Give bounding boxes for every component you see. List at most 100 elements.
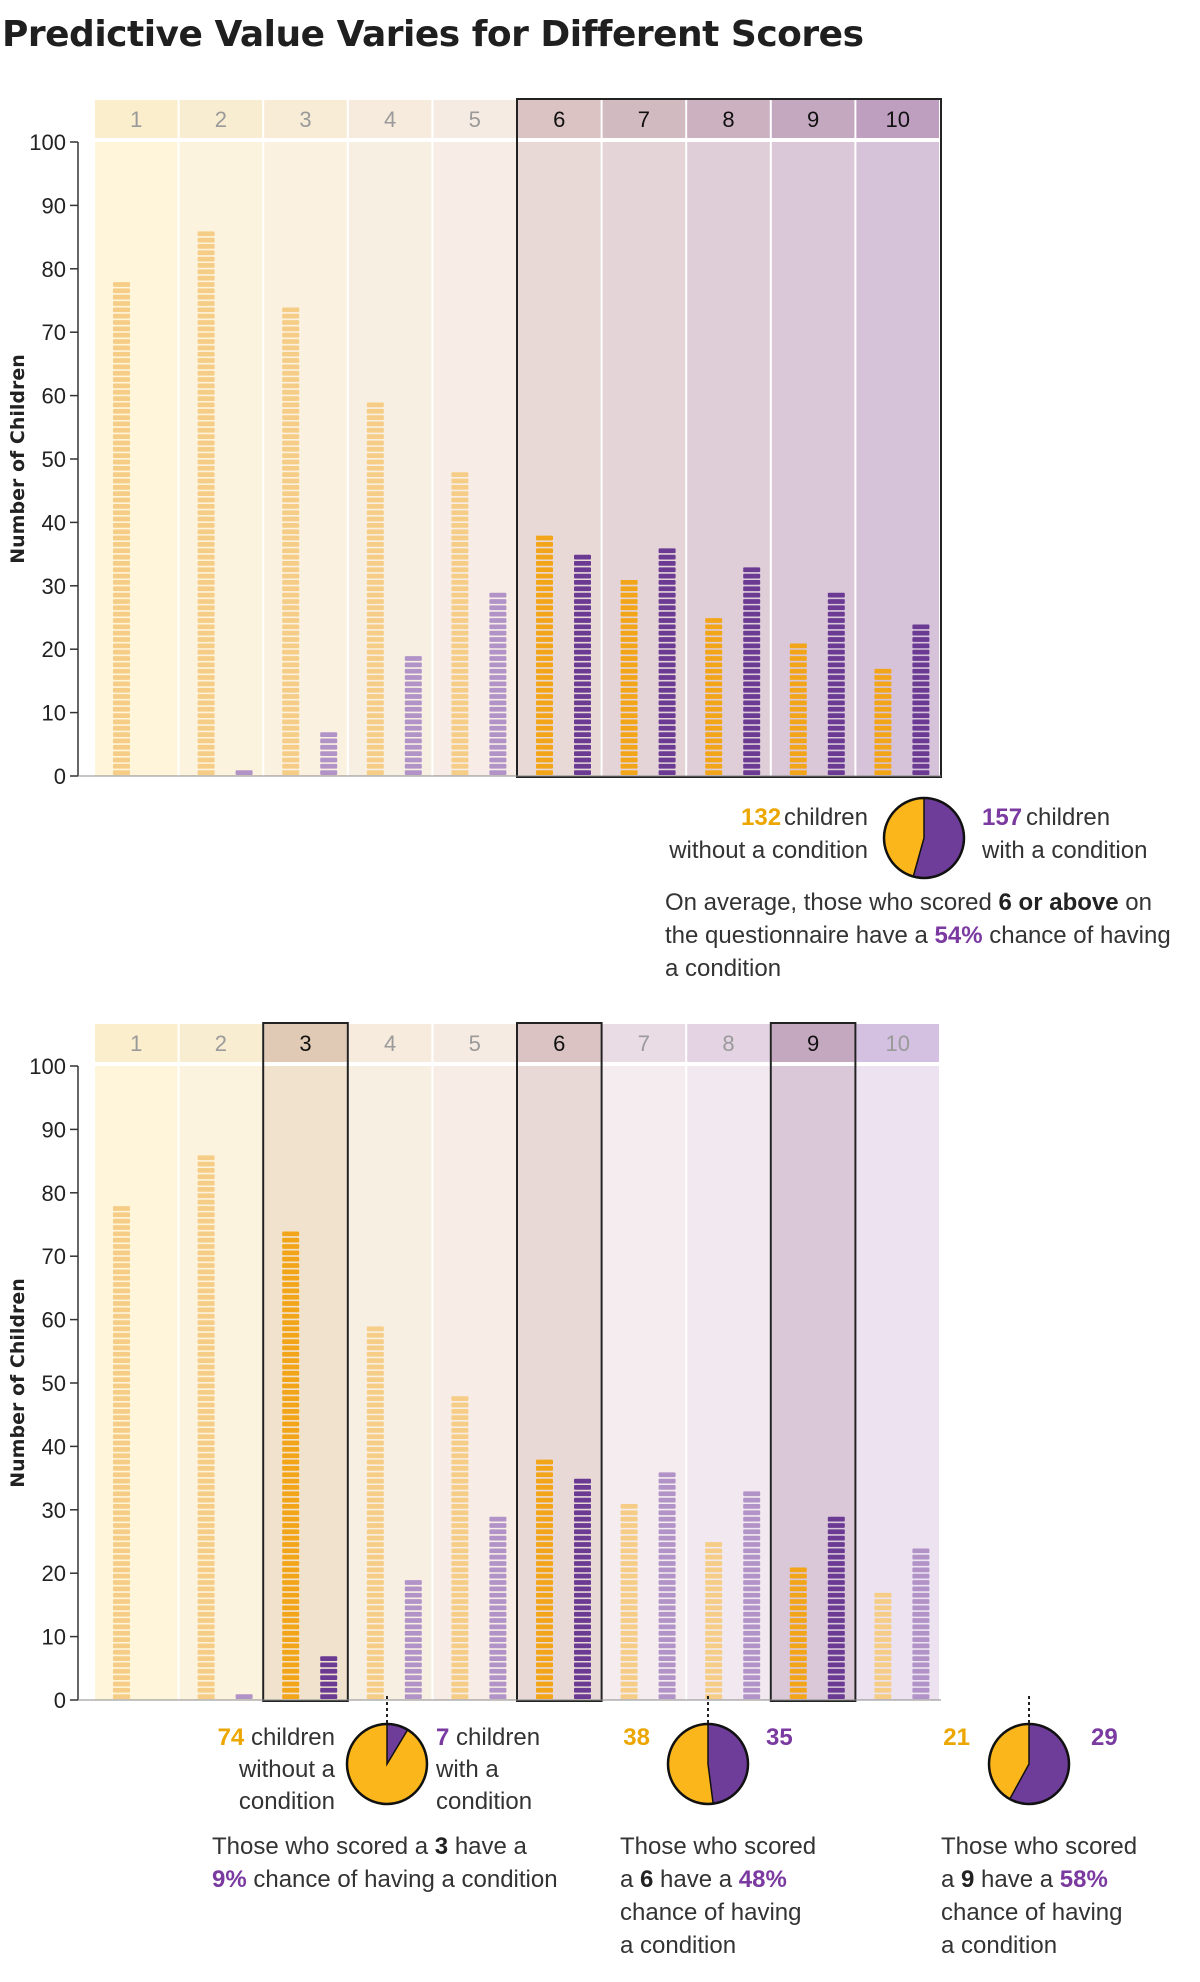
bar-segment-without [282,1548,300,1554]
bar-segment-without [366,1605,384,1611]
bar-segment-with [658,624,676,630]
s6-summary-line-4: a condition [620,1932,736,1959]
bar-segment-without [705,1542,723,1547]
bar-segment-without [197,1542,215,1547]
bar-segment-without [705,637,723,642]
bar-segment-without [789,1586,807,1592]
bar-segment-without [536,656,553,661]
bar-segment-without [366,1421,384,1427]
bar-without-7 [620,1504,638,1699]
bar-segment-without [113,1421,130,1427]
bar-segment-with [658,611,676,617]
bar-segment-without [789,1580,807,1585]
bar-segment-with [574,554,591,560]
bar-segment-without [451,1681,469,1687]
bar-with-2 [235,1694,253,1699]
bar-segment-without [705,1548,723,1554]
bar-segment-without [536,1529,553,1535]
bar-with-6 [574,554,591,775]
bar-without-10 [874,668,892,775]
bar-segment-without [113,573,130,579]
bar-segment-without [366,713,384,718]
bar-segment-without [282,472,300,478]
bar-segment-with [743,586,761,592]
bar-segment-without [113,1351,130,1357]
bar-segment-without [197,1453,215,1459]
bar-segment-without [282,649,300,655]
pie-6-or-above [882,796,966,880]
bar-segment-with [658,1561,676,1566]
x-tick-label-9: 9 [807,1031,819,1056]
bar-segment-with [658,1611,676,1617]
bar-segment-without [282,1694,300,1699]
bar-segment-without [789,643,807,649]
bar-segment-without [197,415,215,420]
bar-segment-without [282,1282,300,1287]
bar-segment-without [874,751,892,756]
bar-segment-without [282,630,300,636]
bar-segment-without [113,288,130,294]
bar-segment-with [827,599,845,604]
bar-segment-without [113,580,130,585]
bar-segment-without [113,1586,130,1592]
bar-segment-without [282,1668,300,1674]
bar-segment-with [827,744,845,750]
y-tick-label-50: 50 [42,1371,66,1396]
bar-segment-with [912,1548,930,1554]
bar-segment-with [658,573,676,579]
bar-segment-without [113,1408,130,1414]
bar-segment-without [113,332,130,338]
bar-segment-without [366,1687,384,1693]
bar-segment-without [282,1599,300,1604]
bar-segment-without [113,1358,130,1363]
bar-segment-without [536,1516,553,1522]
bar-segment-without [789,681,807,687]
bar-segment-without [197,301,215,306]
bar-segment-with [658,687,676,693]
bar-segment-with [827,1687,845,1693]
bar-segment-without [366,637,384,642]
bar-segment-without [113,351,130,357]
bar-segment-without [451,1523,469,1528]
bar-with-10 [912,624,930,775]
bar-segment-without [620,605,638,611]
bar-segment-without [705,643,723,649]
bar-segment-without [113,1269,130,1275]
bar-segment-without [789,732,807,737]
bar-segment-without [366,561,384,566]
bar-segment-with [743,611,761,617]
y-tick-label-10: 10 [42,1625,66,1650]
highlight-frame-6 [516,1022,603,1702]
bar-segment-without [113,408,130,414]
bar-segment-without [451,1485,469,1490]
column-header-bg-10 [856,100,939,138]
bar-segment-without [451,1421,469,1427]
bar-segment-with [658,1472,676,1478]
bar-segment-with [658,605,676,611]
bar-segment-without [282,1440,300,1446]
bar-segment-with [743,1548,761,1554]
bar-segment-with [489,649,507,655]
bar-segment-with [658,1504,676,1509]
bar-segment-with [574,744,591,750]
bar-segment-without [197,288,215,294]
column-bg-5 [433,1066,516,1700]
bar-segment-without [620,700,638,706]
bar-segment-without [197,618,215,623]
bar-segment-without [451,497,469,503]
bar-segment-without [197,1624,215,1630]
bar-segment-with [827,592,845,598]
bar-without-5 [451,472,469,775]
bar-segment-without [789,668,807,674]
bar-segment-without [282,1288,300,1294]
bar-segment-without [282,573,300,579]
bar-segment-without [451,681,469,687]
bar-segment-without [113,1668,130,1674]
column-header-bg-1 [95,100,178,138]
bar-segment-without [197,1288,215,1294]
bar-segment-without [451,580,469,585]
bar-segment-without [451,1611,469,1617]
bar-segment-with [489,751,507,756]
bar-segment-with [489,757,507,763]
y-tick-label-40: 40 [42,510,66,535]
